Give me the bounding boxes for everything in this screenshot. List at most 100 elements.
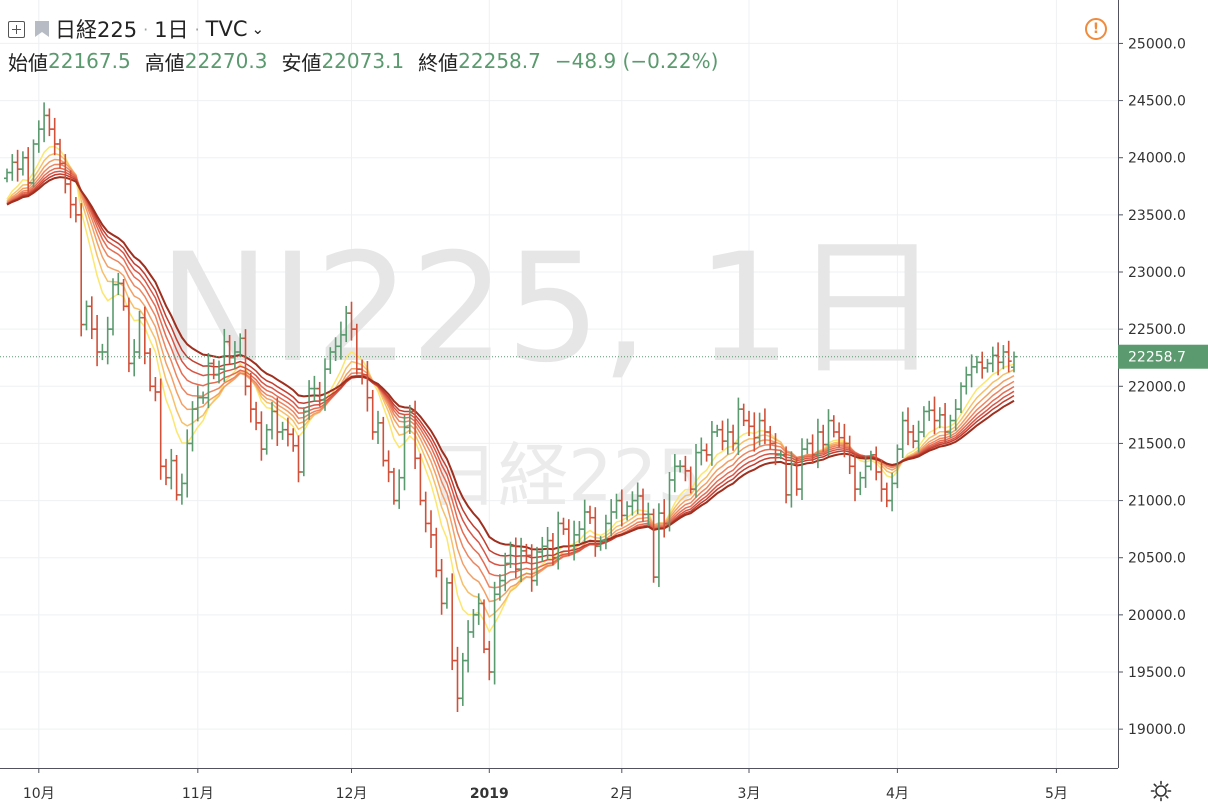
ohlc-bar — [973, 355, 980, 374]
ohlc-bar — [4, 168, 10, 183]
warning-icon[interactable]: ! — [1085, 18, 1107, 40]
ohlc-bar — [41, 102, 48, 143]
ohlc-bar — [141, 306, 148, 365]
ohlc-bar — [279, 421, 286, 440]
ohlc-bar — [125, 297, 132, 373]
ohlc-bar — [560, 517, 567, 535]
ohlc-bar — [88, 296, 95, 340]
price-tick-label: 23500.0 — [1128, 208, 1186, 224]
ohlc-bar — [163, 458, 169, 486]
ohlc-bar — [475, 593, 482, 625]
ohlc-bar — [1011, 351, 1017, 373]
ema-line-17 — [6, 163, 1015, 589]
symbol-name[interactable]: 日経225 — [55, 18, 138, 42]
close-label: 終値 — [418, 50, 459, 75]
close-value: 22258.7 — [458, 49, 541, 73]
ohlc-bar — [115, 272, 122, 296]
ohlc-bar — [99, 343, 106, 361]
price-tick-label: 23000.0 — [1128, 265, 1186, 281]
time-axis[interactable]: 10月 11月 12月 2019 2月 3月 4月 5月 — [0, 768, 1118, 808]
ohlc-bar — [719, 420, 726, 451]
ohlc-bars — [0, 102, 1118, 712]
ohlc-bar — [72, 197, 79, 223]
time-tick-label: 12月 — [336, 786, 368, 802]
ohlc-bar — [703, 443, 710, 462]
time-axis-bg[interactable] — [0, 768, 1118, 808]
high-label: 高値 — [144, 50, 185, 75]
ohlc-bar — [454, 646, 461, 712]
ohlc-bar — [35, 120, 42, 153]
expand-icon[interactable] — [8, 20, 25, 38]
ohlc-bar — [147, 348, 154, 392]
ohlc-bar — [258, 411, 265, 461]
ohlc-bar — [984, 358, 991, 373]
ohlc-bar — [936, 407, 943, 429]
ohlc-values: 始値 22167.5 高値 22270.3 安値 22073.1 終値 2225… — [8, 46, 718, 76]
ohlc-bar — [465, 620, 472, 673]
price-tick-label: 20000.0 — [1128, 608, 1186, 624]
time-tick-label: 2月 — [610, 786, 633, 802]
ohlc-bar — [83, 300, 90, 331]
change-value: −48.9 (−0.22%) — [554, 49, 719, 73]
interval-label[interactable]: 1日 — [154, 18, 189, 42]
ema-line-8 — [6, 145, 1015, 634]
ohlc-bar — [528, 544, 535, 592]
ohlc-bar — [602, 514, 609, 550]
ohlc-bar — [14, 149, 21, 182]
ohlc-bar — [486, 640, 493, 681]
ohlc-bar — [963, 366, 970, 395]
ohlc-bar — [714, 424, 721, 437]
watermark-symbol: NI225, 1日 — [158, 222, 942, 396]
ohlc-bar — [883, 482, 890, 508]
ohlc-bar — [19, 151, 26, 176]
time-tick-label: 5月 — [1045, 786, 1068, 802]
chart-legend: 日経225 · 1日 · TVC ⌄ 始値 22167.5 高値 22270.3… — [8, 14, 718, 76]
ohlc-bar — [178, 473, 185, 505]
price-axis-bg[interactable] — [1118, 0, 1208, 808]
ohlc-bar — [449, 573, 456, 671]
ema-line-14 — [6, 158, 1015, 603]
last-price-label: 22258.7 — [1128, 350, 1186, 366]
ohlc-bar — [110, 278, 116, 336]
separator-dot: · — [194, 19, 200, 39]
flag-icon[interactable] — [35, 21, 49, 37]
open-value: 22167.5 — [48, 49, 131, 73]
price-tick-label: 20500.0 — [1128, 551, 1186, 567]
ohlc-bar — [920, 406, 927, 438]
last-price-badge — [1118, 344, 1208, 369]
ohlc-bar — [761, 408, 768, 445]
ohlc-bar — [412, 400, 419, 470]
low-label: 安値 — [281, 50, 322, 75]
ohlc-bar — [380, 416, 387, 467]
ohlc-bar — [793, 457, 800, 496]
ohlc-bar — [263, 424, 270, 455]
high-value: 22270.3 — [184, 49, 268, 73]
ohlc-bar — [459, 652, 466, 706]
price-tick-label: 21000.0 — [1128, 494, 1186, 510]
ohlc-bar — [168, 448, 175, 490]
price-axis[interactable]: 19000.0 19500.0 20000.0 20500.0 21000.0 21500… — [1118, 0, 1208, 808]
price-tick-label: 19000.0 — [1128, 722, 1186, 738]
ohlc-bar — [136, 310, 143, 359]
data-source[interactable]: TVC — [205, 17, 248, 41]
gear-icon[interactable] — [1150, 780, 1172, 802]
ohlc-bar — [989, 346, 996, 373]
separator-dot: · — [143, 19, 149, 39]
chevron-down-icon[interactable]: ⌄ — [251, 20, 265, 38]
low-value: 22073.1 — [321, 49, 405, 73]
ohlc-bar — [443, 577, 450, 609]
ohlc-bar — [295, 435, 302, 483]
ohlc-bar — [852, 454, 858, 502]
price-tick-label: 24000.0 — [1128, 151, 1186, 167]
price-tick-label: 25000.0 — [1128, 36, 1186, 52]
ohlc-bar — [433, 527, 440, 578]
ohlc-bar — [905, 407, 911, 446]
price-tick-label: 19500.0 — [1128, 665, 1186, 681]
ohlc-bar — [131, 339, 138, 377]
time-tick-label: 3月 — [738, 786, 761, 802]
price-tick-label: 22500.0 — [1128, 322, 1186, 338]
ohlc-bar — [968, 354, 975, 388]
ohlc-bar — [390, 467, 397, 505]
